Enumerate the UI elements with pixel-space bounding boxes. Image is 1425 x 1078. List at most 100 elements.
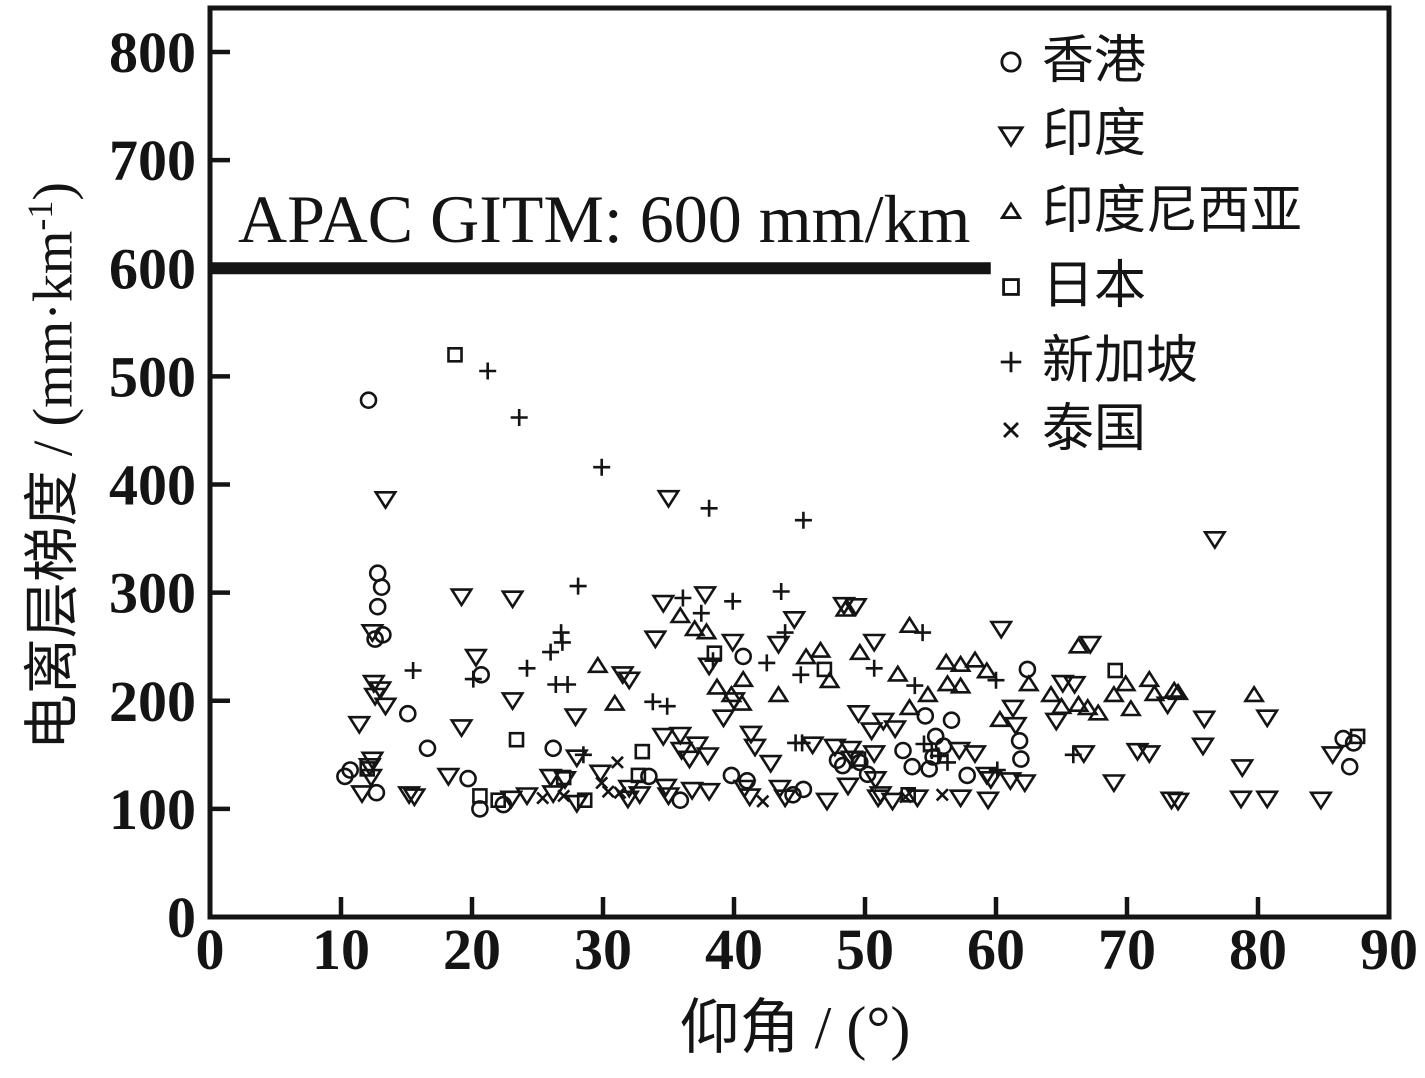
y-tick-label: 400 <box>109 453 196 518</box>
data-point-triangle-up <box>886 664 909 682</box>
data-point-triangle-up <box>1067 636 1090 654</box>
data-point-plus <box>692 604 710 622</box>
x-axis: 0 10 20 30 40 50 60 70 80 90 <box>196 897 1418 982</box>
y-tick-label: 500 <box>109 344 196 409</box>
data-point-plus <box>988 761 1006 779</box>
data-point-triangle-down <box>500 590 525 610</box>
data-point-triangle-down <box>373 697 398 717</box>
data-point-triangle-up <box>1076 697 1099 716</box>
data-point-circle <box>784 785 802 804</box>
data-point-triangle-up <box>1017 674 1040 692</box>
data-point-triangle-down <box>697 782 722 802</box>
data-point-x <box>899 790 913 804</box>
data-point-plus <box>929 747 947 765</box>
data-point-circle <box>894 741 912 760</box>
data-point-circle <box>1340 757 1359 776</box>
data-point-triangle-down <box>360 624 385 644</box>
data-point-circle <box>359 391 378 410</box>
data-point-triangle-down <box>883 720 908 740</box>
data-point-triangle-down <box>742 738 768 758</box>
legend-marker-circle-icon <box>1000 51 1022 73</box>
data-point-triangle-down <box>1192 710 1217 730</box>
data-point-circle <box>722 766 741 785</box>
data-point-circle <box>544 739 563 758</box>
x-tick-label: 20 <box>443 917 501 982</box>
data-point-triangle-up <box>732 669 755 688</box>
data-point-triangle-down <box>1320 746 1345 766</box>
legend-item: 印度 <box>992 103 1146 167</box>
data-point-plus <box>776 624 794 642</box>
data-point-triangle-down <box>1166 792 1191 812</box>
data-point-triangle-down <box>617 671 642 691</box>
data-point-plus <box>553 633 571 651</box>
legend-label: 新加坡 <box>1042 333 1199 390</box>
data-point-plus <box>464 670 482 688</box>
data-point-triangle-up <box>963 650 987 668</box>
data-point-circle <box>459 769 477 788</box>
data-point-square <box>555 769 572 786</box>
data-point-triangle-down <box>373 491 398 511</box>
data-point-triangle-up <box>935 652 958 670</box>
data-point-triangle-down <box>680 781 705 801</box>
legend-plus-icon <box>1000 351 1022 373</box>
data-point-plus <box>914 624 932 642</box>
data-point-triangle-up <box>1167 682 1190 701</box>
data-point-triangle-up <box>848 642 871 661</box>
data-point-triangle-down <box>1012 774 1037 794</box>
data-point-triangle-down <box>863 771 888 791</box>
data-point-triangle-up <box>988 709 1011 728</box>
data-point-plus <box>479 362 497 380</box>
data-point-triangle-down <box>1101 774 1126 794</box>
data-point-circle <box>1012 750 1030 768</box>
data-point-circle <box>418 739 437 758</box>
data-point-triangle-up <box>1138 669 1161 688</box>
y-tick-label: 300 <box>109 561 196 626</box>
data-point-triangle-down <box>905 789 930 809</box>
data-point-x <box>613 786 627 800</box>
data-point-plus <box>792 666 810 684</box>
data-point-triangle-down <box>347 715 372 735</box>
data-point-triangle-down <box>564 749 589 769</box>
data-point-circle <box>1010 731 1029 750</box>
data-point-plus <box>559 676 577 693</box>
legend: 香港 印度 印度尼西亚 日本 新加坡 泰国 <box>992 0 1422 480</box>
data-point-triangle-down <box>989 620 1014 640</box>
y-tick-label: 800 <box>109 20 196 85</box>
data-point-triangle-down <box>363 687 388 707</box>
data-point-square <box>508 731 525 748</box>
data-point-triangle-down <box>1202 531 1227 551</box>
data-point-x <box>536 791 550 805</box>
data-point-triangle-down <box>782 611 807 631</box>
data-point-triangle-down <box>737 788 762 808</box>
data-point-triangle-down <box>693 586 718 606</box>
data-point-triangle-up <box>1114 674 1137 692</box>
data-point-circle <box>640 767 658 786</box>
series-singapore <box>404 362 1082 779</box>
data-point-circle <box>920 760 939 778</box>
legend-item: 新加坡 <box>992 330 1198 394</box>
data-point-triangle-down <box>843 598 868 618</box>
data-point-triangle-down <box>1044 712 1069 732</box>
data-point-triangle-down <box>767 779 792 799</box>
data-point-plus <box>758 654 776 672</box>
data-point-triangle-down <box>976 791 1001 811</box>
legend-triangle-down-icon <box>997 126 1025 148</box>
data-point-square <box>447 346 463 363</box>
series-india <box>347 489 1345 814</box>
data-point-triangle-down <box>846 705 871 725</box>
data-point-circle <box>372 578 391 597</box>
data-point-circle <box>958 766 977 785</box>
data-point-plus <box>658 697 676 715</box>
x-axis-title: 仰角 / (°) <box>679 995 911 1061</box>
data-point-triangle-up <box>1039 684 1063 703</box>
data-point-square <box>490 792 507 809</box>
data-point-triangle-up <box>795 647 818 665</box>
data-point-triangle-down <box>685 736 710 756</box>
data-point-plus <box>574 746 592 764</box>
data-point-triangle-down <box>360 751 385 771</box>
data-point-triangle-down <box>588 764 613 784</box>
data-point-triangle-down <box>651 594 676 614</box>
series-indonesia <box>586 599 1266 728</box>
data-point-x <box>610 755 624 769</box>
data-point-triangle-up <box>1067 694 1090 712</box>
